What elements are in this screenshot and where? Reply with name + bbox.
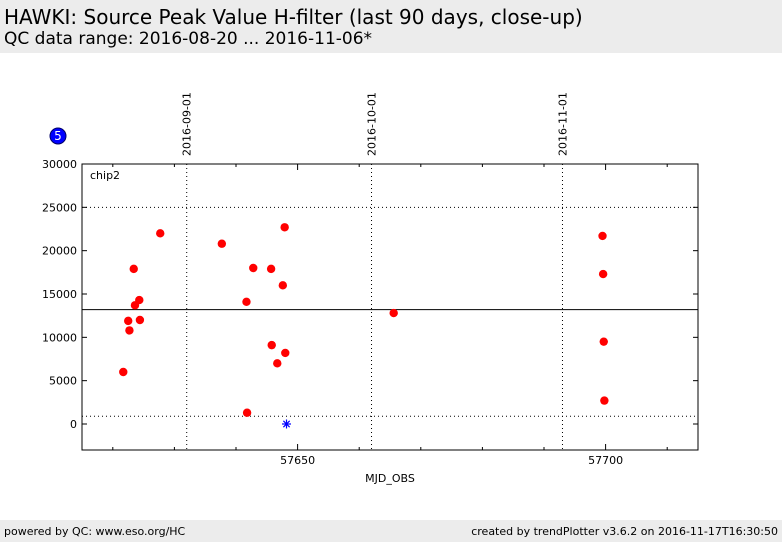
y-tick-label-6: 30000	[42, 158, 77, 171]
page-title: HAWKI: Source Peak Value H-filter (last …	[4, 5, 583, 29]
panel-label: chip2	[90, 169, 120, 182]
plot-frame	[81, 163, 699, 451]
data-point-9	[242, 297, 251, 306]
x-tick-label-1: 57700	[588, 454, 623, 467]
date-label-0: 2016-09-01	[181, 92, 194, 156]
x-tick-label-0: 57650	[280, 454, 315, 467]
report-footer: powered by QC: www.eso.org/HC created by…	[0, 520, 782, 542]
data-point-3	[129, 264, 138, 274]
y-tick-label-4: 20000	[42, 245, 77, 258]
data-point-1	[124, 316, 133, 326]
date-label-2: 2016-11-01	[556, 92, 569, 156]
data-point-13	[267, 340, 276, 350]
data-point-10	[242, 408, 252, 417]
data-point-0	[119, 367, 128, 377]
scatter-chart: 2016-09-01 2016-10-01 2016-11-01 0 5000 10000…	[42, 92, 699, 485]
data-point-22	[600, 396, 609, 405]
data-point-15	[278, 281, 288, 290]
date-label-1: 2016-10-01	[366, 92, 379, 156]
data-point-5	[135, 295, 144, 305]
count-badge-label: 5	[54, 129, 62, 143]
outlier-stroke	[282, 420, 291, 428]
data-point-20	[598, 269, 608, 279]
y-tick-label-5: 25000	[42, 201, 77, 214]
y-tick-label-1: 5000	[49, 375, 77, 388]
powered-by-text: powered by QC: www.eso.org/HC	[4, 525, 186, 538]
data-point-8	[217, 239, 227, 248]
y-tick-label-2: 10000	[42, 331, 77, 344]
data-point-2	[125, 326, 134, 335]
data-point-16	[280, 223, 289, 232]
data-point-17	[281, 348, 290, 358]
data-point-19	[598, 231, 607, 241]
x-axis-label: MJD_OBS	[365, 472, 415, 485]
outlier-point-0	[282, 419, 292, 429]
data-point-6	[135, 315, 145, 325]
qc-data-range: QC data range: 2016-08-20 ... 2016-11-06…	[4, 29, 373, 49]
y-tick-label-0: 0	[70, 418, 77, 431]
data-point-11	[249, 263, 258, 273]
data-point-14	[273, 359, 282, 368]
y-tick-label-3: 15000	[42, 288, 77, 301]
data-point-21	[599, 337, 608, 346]
count-badge	[49, 127, 67, 145]
data-point-12	[266, 264, 276, 274]
report-header: HAWKI: Source Peak Value H-filter (last …	[0, 0, 782, 53]
data-point-7	[156, 229, 165, 238]
created-by-text: created by trendPlotter v3.6.2 on 2016-1…	[471, 525, 778, 538]
data-point-18	[389, 308, 398, 318]
